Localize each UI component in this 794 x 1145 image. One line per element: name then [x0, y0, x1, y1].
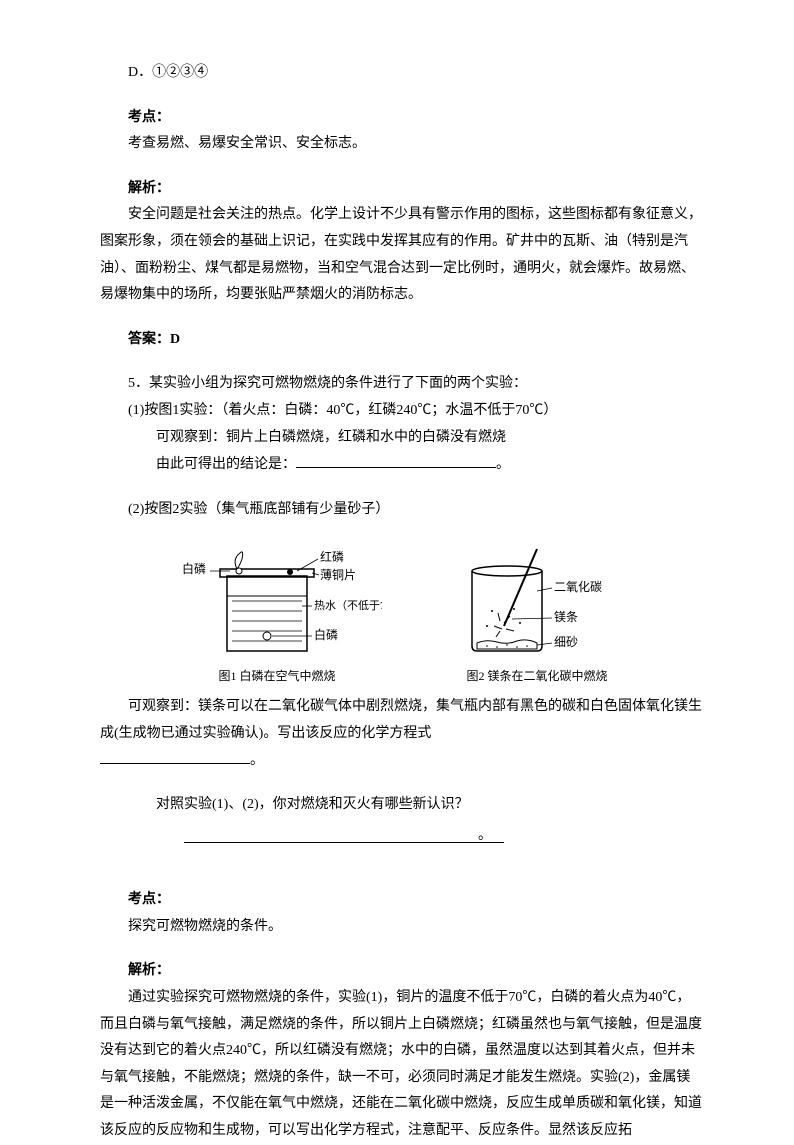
label-xisha: 细砂 [554, 635, 578, 649]
q5-stem: 5．某实验小组为探究可燃物燃烧的条件进行了下面的两个实验： [100, 371, 704, 398]
label-hongp: 红磷 [320, 549, 344, 564]
kaodian-block-2: 考点： 探究可燃物燃烧的条件。 [100, 887, 704, 940]
jiexi-block-2: 解析： 通过实验探究可燃物燃烧的条件，实验(1)，铜片的温度不低于70℃，白磷的… [100, 958, 704, 1144]
blank-3 [184, 823, 504, 843]
label-co2: 二氧化碳 [554, 580, 602, 594]
fig2-caption: 图2 镁条在二氧化碳中燃烧 [442, 665, 632, 688]
figure-1: 白磷 红磷 薄铜片 热水（不低于70℃） 白磷 图1 白磷在空气中燃烧 [172, 541, 382, 688]
label-mg: 镁条 [554, 610, 578, 624]
label-baip: 白磷 [182, 561, 206, 576]
option-d-text: D．①②③④ [128, 65, 208, 80]
jiexi-block-1: 解析： 安全问题是社会关注的热点。化学上设计不少具有警示作用的图标，这些图标都有… [100, 176, 704, 309]
jar-diagram-2: 二氧化碳 镁条 细砂 [442, 541, 632, 661]
daan-block: 答案：D [100, 327, 704, 354]
kaodian1-text: 考查易燃、易爆安全常识、安全标志。 [100, 131, 704, 158]
label-botong: 薄铜片 [320, 567, 356, 582]
period-3: 。 [478, 828, 492, 843]
fig1-caption: 图1 白磷在空气中燃烧 [172, 665, 382, 688]
kaodian2-text: 探究可燃物燃烧的条件。 [100, 914, 704, 941]
blank-2-row: 。 [100, 747, 704, 774]
q5-compare: 对照实验(1)、(2)，你对燃烧和灭火有哪些新认识？ [156, 792, 704, 819]
q5-conc1-row: 由此可得出的结论是：。 [156, 451, 704, 478]
label-reshui: 热水（不低于70℃） [314, 599, 382, 612]
jiexi2-text: 通过实验探究可燃物燃烧的条件，实验(1)，铜片的温度不低于70℃，白磷的着火点为… [100, 985, 704, 1145]
blank-2 [100, 747, 250, 764]
q5-p2: (2)按图2实验（集气瓶底部铺有少量砂子） [128, 502, 389, 517]
figure-2: 二氧化碳 镁条 细砂 图2 镁条在二氧化碳中燃烧 [442, 541, 632, 688]
jiexi-label-1: 解析： [100, 176, 704, 203]
q5-p2-row: (2)按图2实验（集气瓶底部铺有少量砂子） [100, 497, 704, 524]
blank-1 [296, 451, 496, 468]
q5-conc1-prefix: 由此可得出的结论是： [156, 457, 296, 472]
option-d: D．①②③④ [100, 60, 704, 87]
q5-p1: (1)按图1实验：（着火点：白磷：40℃，红磷240℃；水温不低于70℃） [100, 398, 704, 425]
q5-obs2-block: 可观察到：镁条可以在二氧化碳气体中剧烈燃烧，集气瓶内部有黑色的碳和白色固体氧化镁… [100, 694, 704, 775]
jiexi1-text: 安全问题是社会关注的热点。化学上设计不少具有警示作用的图标，这些图标都有象征意义… [100, 202, 704, 308]
kaodian-block-1: 考点： 考查易燃、易爆安全常识、安全标志。 [100, 105, 704, 158]
jiexi-label-2: 解析： [100, 958, 704, 985]
q5-compare-block: 对照实验(1)、(2)，你对燃烧和灭火有哪些新认识？ 。 [100, 792, 704, 869]
daan-label: 答案：D [100, 327, 704, 354]
kaodian-label: 考点： [100, 105, 704, 132]
figure-row: 白磷 红磷 薄铜片 热水（不低于70℃） 白磷 图1 白磷在空气中燃烧 二氧化碳 [100, 541, 704, 688]
label-baip2: 白磷 [314, 627, 338, 642]
beaker-diagram-1: 白磷 红磷 薄铜片 热水（不低于70℃） 白磷 [172, 541, 382, 661]
q5-obs2: 可观察到：镁条可以在二氧化碳气体中剧烈燃烧，集气瓶内部有黑色的碳和白色固体氧化镁… [100, 694, 704, 747]
question-5: 5．某实验小组为探究可燃物燃烧的条件进行了下面的两个实验： (1)按图1实验：（… [100, 371, 704, 478]
kaodian-label-2: 考点： [100, 887, 704, 914]
q5-obs1: 可观察到：铜片上白磷燃烧，红磷和水中的白磷没有燃烧 [156, 425, 704, 452]
